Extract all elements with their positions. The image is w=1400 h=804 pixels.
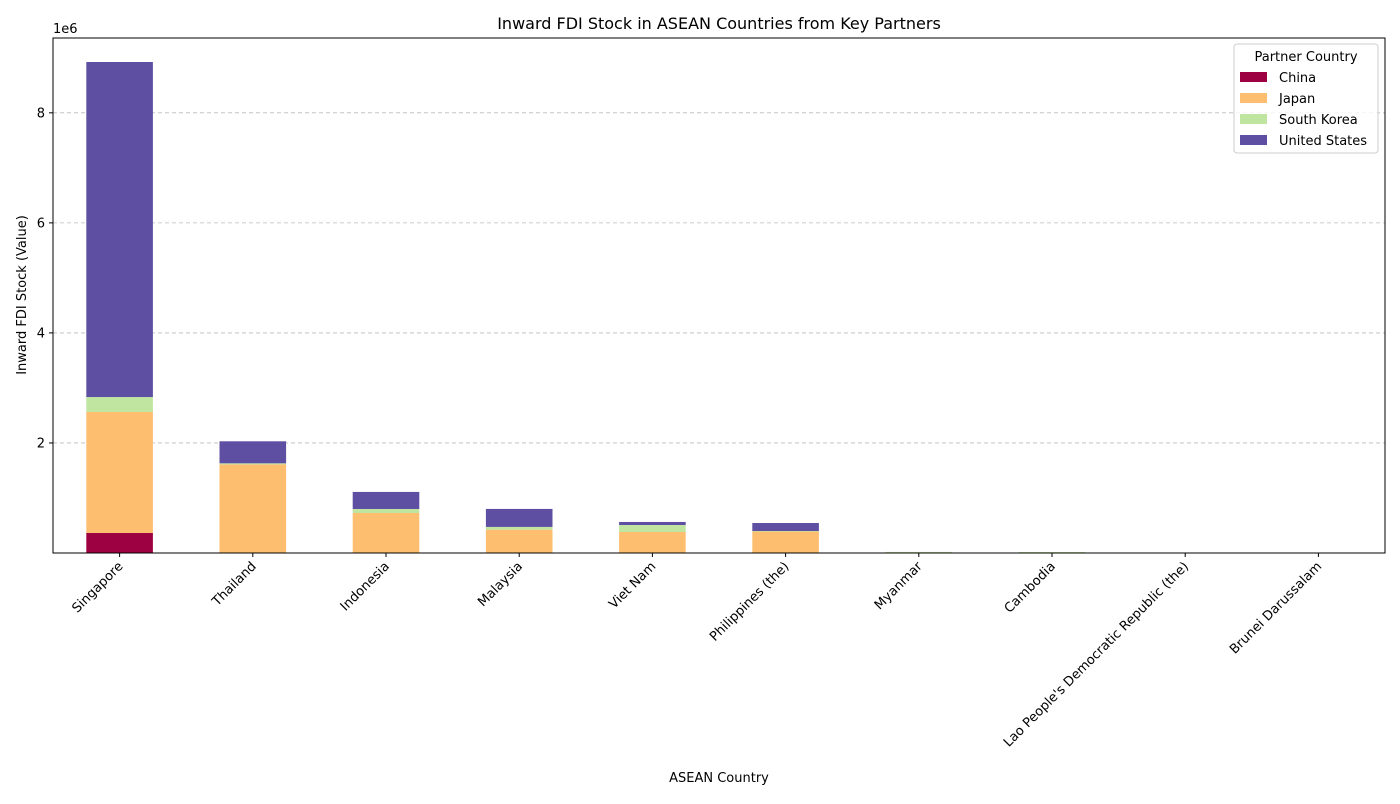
x-tick-label: Singapore — [69, 559, 126, 616]
bar-united-states — [352, 491, 420, 509]
x-axis-ticks: Singapore Thailand Indonesia Malaysia Viet N… — [69, 553, 1325, 750]
bar-japan — [752, 531, 819, 553]
legend-swatch — [1240, 135, 1267, 145]
legend-swatch — [1240, 93, 1267, 103]
y-axis-ticks: 2 4 6 8 — [37, 106, 53, 451]
x-tick-label: Viet Nam — [606, 559, 659, 612]
x-axis-label: ASEAN Country — [669, 771, 769, 786]
bar-south-korea — [219, 463, 287, 465]
y-tick-label: 4 — [37, 326, 45, 341]
legend-swatch — [1240, 72, 1267, 82]
bar-united-states — [619, 521, 686, 525]
x-tick-label: Cambodia — [1002, 559, 1059, 616]
y-tick-label: 8 — [37, 106, 45, 121]
legend-label: United States — [1279, 134, 1367, 149]
x-tick-label: Malaysia — [475, 559, 526, 610]
bar-china — [86, 532, 153, 553]
chart-title: Inward FDI Stock in ASEAN Countries from… — [497, 14, 941, 33]
legend-label: China — [1279, 71, 1316, 86]
x-tick-label: Brunei Darussalam — [1227, 559, 1325, 657]
bar-south-korea — [86, 397, 153, 412]
x-tick-label: Indonesia — [338, 559, 393, 614]
bar-south-korea — [619, 524, 686, 532]
y-tick-label: 6 — [37, 216, 45, 231]
bar-south-korea — [485, 526, 553, 530]
x-tick-label: Myanmar — [872, 559, 926, 613]
y-offset-label: 1e6 — [53, 22, 78, 37]
bar-united-states — [219, 441, 287, 464]
bar-south-korea — [752, 530, 819, 532]
bar-japan — [352, 512, 420, 553]
legend-label: Japan — [1278, 92, 1315, 107]
bar-south-korea — [1018, 552, 1086, 553]
bar-south-korea — [885, 551, 953, 553]
bars — [86, 61, 1086, 554]
bar-united-states — [485, 508, 553, 527]
grid-lines — [53, 112, 1385, 444]
bar-japan — [485, 529, 553, 553]
y-tick-label: 2 — [37, 436, 45, 451]
legend: Partner Country China Japan South Korea Uni… — [1233, 43, 1379, 154]
bar-united-states — [86, 61, 153, 398]
bar-japan — [86, 411, 153, 533]
legend-title: Partner Country — [1254, 50, 1357, 65]
bar-japan — [219, 464, 287, 553]
bar-united-states — [752, 523, 819, 531]
plot-frame — [52, 37, 1386, 554]
x-tick-label: Thailand — [209, 559, 260, 610]
bar-south-korea — [352, 508, 420, 513]
legend-label: South Korea — [1279, 113, 1358, 128]
x-tick-label: Philippines (the) — [707, 559, 792, 644]
legend-swatch — [1240, 114, 1267, 124]
y-axis-label: Inward FDI Stock (Value) — [15, 215, 30, 375]
legend-box — [1233, 43, 1379, 154]
bar-japan — [619, 531, 686, 553]
